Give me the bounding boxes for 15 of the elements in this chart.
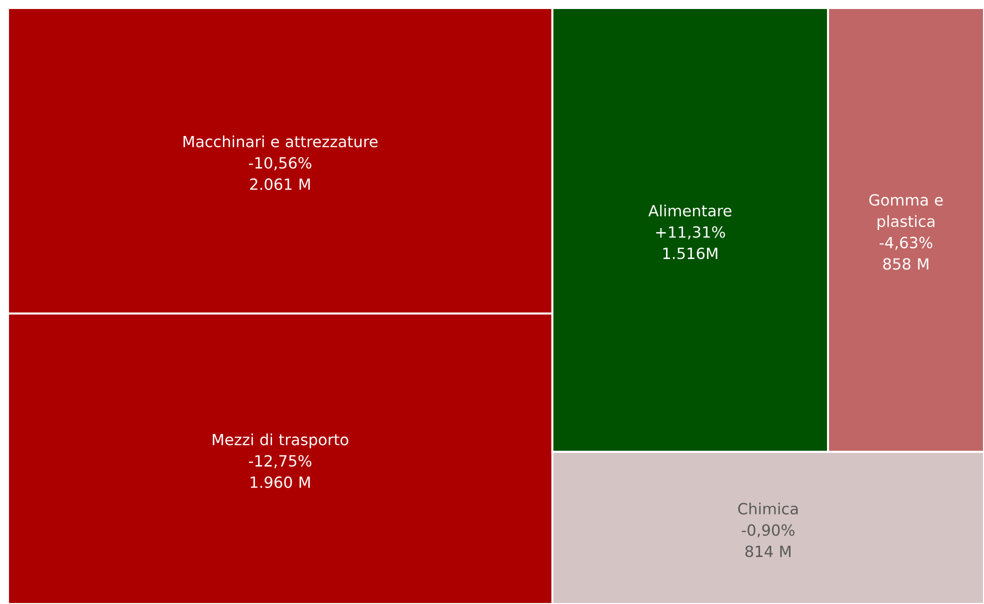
category-label: Alimentare [648, 204, 732, 216]
data-label: 1.960 M [250, 476, 310, 488]
data-label: 814 M [745, 546, 790, 558]
data-label: 2.061 M [250, 178, 310, 190]
data-label: 858 M [883, 258, 928, 270]
category-label: Chimica [738, 502, 798, 514]
category-label: Mezzi di trasporto [212, 433, 348, 448]
data-label: 1.516M [663, 248, 718, 260]
text: -0,90% [742, 524, 794, 538]
text: -4,63% [880, 236, 932, 250]
text: +11,31% [656, 226, 726, 240]
category-label: Macchinari e attrezzature [184, 135, 378, 148]
text: -12,75% [248, 455, 312, 468]
text: -10,56% [248, 157, 312, 170]
category-label: Gomma e plastica [869, 194, 943, 230]
